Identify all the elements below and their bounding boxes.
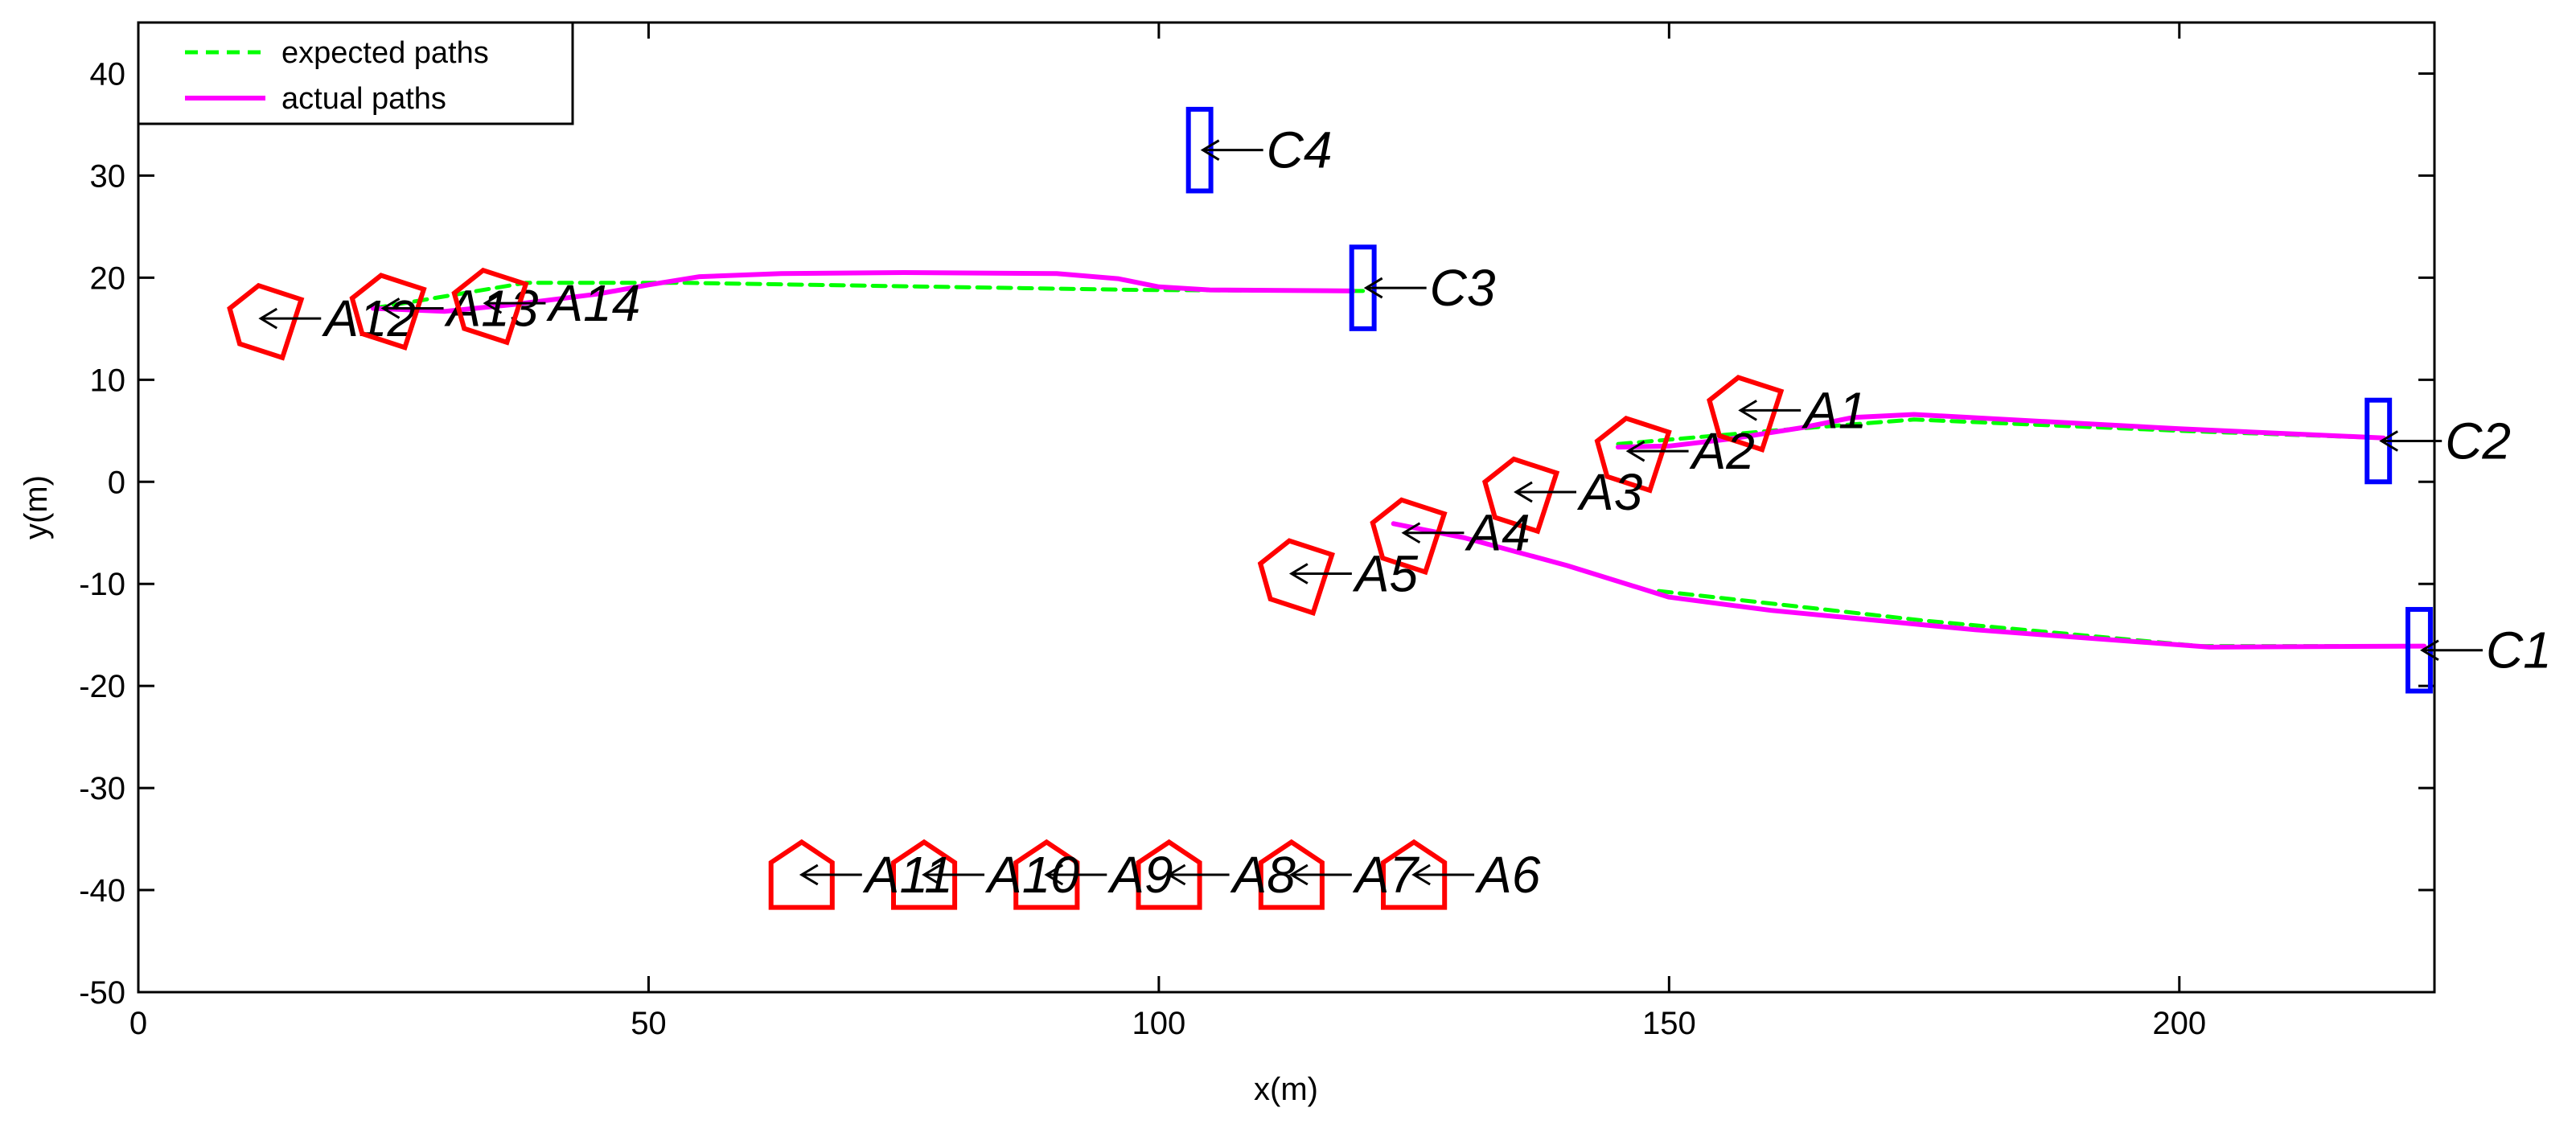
agent-a14-label: A14 [545,274,640,332]
agent-a9-pointer: A9 [1044,846,1173,904]
agent-a7-pointer: A7 [1288,846,1420,904]
agent-hull [227,282,305,361]
station-c2-pointer: C2 [2379,412,2511,470]
agent-hull [1136,839,1202,910]
agent-a3: A3 [1481,456,1643,535]
y-tick-label: 10 [90,363,126,398]
y-tick-label: 0 [108,465,125,500]
agent-a10: A10 [891,839,1079,910]
agent-a4-pointer: A4 [1401,504,1530,562]
agent-a5-pointer: A5 [1288,545,1419,603]
station-c2-label: C2 [2445,412,2511,470]
agent-a7-label: A7 [1352,846,1420,904]
y-tick-label: 40 [90,56,126,92]
agent-a5-label: A5 [1352,545,1419,603]
agent-a2-label: A2 [1689,422,1755,480]
agent-a9: A9 [1013,839,1173,910]
x-axis: 0 50 100 150 200 [129,23,2206,1041]
x-tick-label: 200 [2152,1006,2206,1041]
station-c1-pointer: C1 [2420,621,2552,679]
station-c3-label: C3 [1430,259,1496,317]
y-tick-label: 20 [90,260,126,296]
y-tick-label: -40 [79,873,125,909]
agent-hull [1370,497,1448,576]
agent-a8: A8 [1136,839,1296,910]
agent-a12: A12 [227,282,416,361]
station-c3: C3 [1349,244,1496,331]
agent-a11: A11 [768,839,953,910]
y-tick-label: 30 [90,158,126,194]
agent-hull [1481,456,1560,535]
agent-hull [1257,538,1335,617]
station-c3-pointer: C3 [1363,259,1496,317]
y-tick-label: -50 [79,975,125,1011]
station-c4-pointer: C4 [1200,121,1333,179]
agent-a8-pointer: A8 [1166,846,1296,904]
agent-a3-pointer: A3 [1514,463,1643,521]
y-axis: -50 -40 -30 -20 -10 0 10 20 30 40 [79,56,2434,1011]
station-c2: C2 [2364,397,2511,485]
y-tick-label: -30 [79,771,125,806]
y-tick-label: -10 [79,567,125,602]
station-c4-label: C4 [1267,121,1333,179]
legend-expected-label: expected paths [281,36,489,70]
agent-hull [451,267,529,346]
agent-hull [768,839,835,910]
legend: expected paths actual paths [137,21,574,125]
x-tick-label: 100 [1132,1006,1186,1041]
agent-a1-pointer: A1 [1738,381,1867,439]
actual-path-4 [1615,412,2386,450]
agent-a7: A7 [1258,839,1420,910]
agent-hull [1594,415,1672,494]
agent-hull [349,273,427,351]
agent-a6-pointer: A6 [1411,846,1541,904]
y-tick-label: -20 [79,669,125,704]
plot-frame [137,21,2436,994]
actual-path-5 [1391,521,2427,650]
stations-layer: C1 C2 C3 C4 [1185,106,2552,694]
agent-a9-label: A9 [1107,846,1173,904]
agent-a6-label: A6 [1474,846,1541,904]
agent-a12-pointer: A12 [258,289,416,347]
agent-a1: A1 [1707,375,1867,453]
legend-actual-label: actual paths [281,82,446,116]
agent-a3-label: A3 [1576,463,1643,521]
agent-a10-label: A10 [984,846,1079,904]
station-c4: C4 [1185,106,1333,194]
station-c1: C1 [2405,606,2552,694]
agent-a8-label: A8 [1230,846,1296,904]
x-axis-title: x(m) [1254,1072,1318,1107]
agent-a14: A14 [451,267,640,346]
agent-a2: A2 [1594,415,1755,494]
station-c1-label: C1 [2486,621,2552,679]
y-axis-title: y(m) [18,475,54,539]
agent-hull [1381,839,1448,910]
x-tick-label: 0 [129,1006,147,1041]
agent-hull [1013,839,1080,910]
agent-a10-pointer: A10 [922,846,1079,904]
agent-a5: A5 [1257,538,1419,617]
legend-box [137,21,574,125]
agent-a11-label: A11 [862,846,953,904]
agent-hull [1707,375,1785,453]
agent-a11-pointer: A11 [799,846,953,904]
agent-a6: A6 [1381,839,1541,910]
agent-a1-label: A1 [1801,381,1867,439]
agent-a12-label: A12 [321,289,416,347]
agent-a4: A4 [1370,497,1530,576]
plot-area [138,23,2434,992]
agent-a14-pointer: A14 [483,274,640,332]
agent-a2-pointer: A2 [1625,422,1755,480]
x-tick-label: 50 [631,1006,667,1041]
agent-hull [1258,839,1325,910]
agent-hull [891,839,958,910]
x-tick-label: 150 [1642,1006,1696,1041]
agent-a4-label: A4 [1464,504,1530,562]
